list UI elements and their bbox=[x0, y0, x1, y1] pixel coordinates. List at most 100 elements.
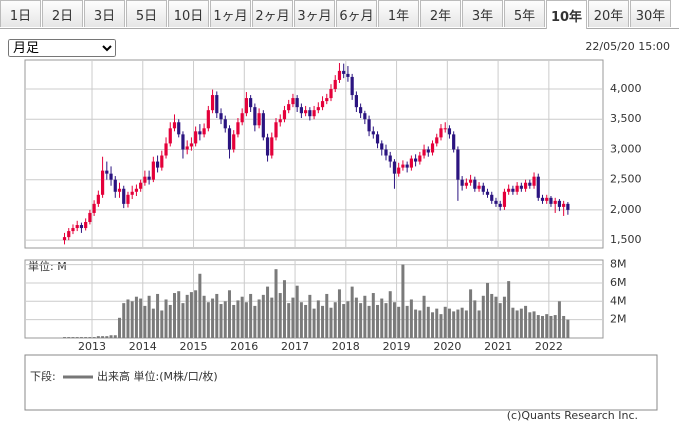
candle-body bbox=[426, 149, 430, 153]
volume-bar bbox=[363, 295, 367, 338]
period-tab[interactable]: 20年 bbox=[588, 0, 629, 27]
period-tab[interactable]: 1日 bbox=[0, 0, 41, 27]
volume-bar bbox=[316, 300, 320, 338]
period-tab[interactable]: 3年 bbox=[462, 0, 503, 27]
candle-body bbox=[498, 203, 502, 207]
y-tick-label: 6M bbox=[610, 276, 627, 289]
volume-bar bbox=[515, 310, 519, 338]
volume-bar bbox=[308, 294, 312, 338]
candle-body bbox=[308, 110, 312, 117]
candle-body bbox=[460, 179, 464, 186]
volume-bar bbox=[299, 302, 303, 338]
candle-body bbox=[562, 203, 566, 207]
candle-body bbox=[304, 110, 308, 114]
candle-body bbox=[384, 149, 388, 156]
period-tab[interactable]: 2日 bbox=[42, 0, 83, 27]
price-panel bbox=[24, 59, 604, 249]
volume-bar bbox=[172, 293, 176, 338]
period-tab[interactable]: 3ヶ月 bbox=[294, 0, 335, 27]
candle-body bbox=[202, 128, 206, 135]
period-tab[interactable]: 10日 bbox=[168, 0, 209, 27]
volume-bar bbox=[79, 337, 83, 338]
candle-body bbox=[134, 188, 139, 192]
x-tick-label: 2019 bbox=[383, 340, 411, 353]
volume-bar bbox=[321, 305, 325, 338]
x-tick-label: 2016 bbox=[230, 340, 258, 353]
volume-bar bbox=[553, 315, 557, 338]
candle-body bbox=[549, 197, 553, 204]
y-tick-label: 3,000 bbox=[610, 142, 642, 155]
volume-bar bbox=[418, 310, 422, 338]
candle-body bbox=[515, 185, 519, 192]
candle-body bbox=[265, 137, 270, 156]
x-tick-label: 2017 bbox=[281, 340, 309, 353]
period-tab[interactable]: 5日 bbox=[126, 0, 167, 27]
candle-body bbox=[375, 134, 380, 144]
candle-body bbox=[210, 95, 215, 111]
volume-bar bbox=[333, 302, 337, 338]
volume-bar bbox=[486, 282, 490, 338]
volume-bar bbox=[291, 297, 295, 338]
candle-body bbox=[143, 176, 147, 183]
period-tab[interactable]: 5年 bbox=[504, 0, 545, 27]
period-tab[interactable]: 6ヶ月 bbox=[336, 0, 377, 27]
volume-bar bbox=[270, 297, 274, 338]
x-tick-label: 2021 bbox=[484, 340, 512, 353]
volume-bar bbox=[181, 303, 185, 338]
volume-bar bbox=[147, 295, 151, 338]
volume-bar bbox=[130, 301, 134, 338]
volume-bar bbox=[164, 299, 168, 338]
candle-body bbox=[232, 134, 236, 150]
volume-bar bbox=[219, 304, 223, 338]
copyright: (c)Quants Research Inc. bbox=[507, 409, 638, 422]
period-select[interactable]: 月足 bbox=[8, 39, 116, 57]
volume-bar bbox=[452, 311, 456, 338]
period-tab[interactable]: 1年 bbox=[378, 0, 419, 27]
legend-prefix: 下段: bbox=[30, 369, 56, 383]
volume-bar bbox=[359, 303, 363, 338]
period-tab[interactable]: 10年 bbox=[546, 0, 587, 29]
candle-body bbox=[566, 203, 570, 210]
period-tab[interactable]: 2ヶ月 bbox=[252, 0, 293, 27]
volume-bar bbox=[189, 292, 193, 338]
candle-body bbox=[172, 122, 177, 129]
volume-bar bbox=[541, 315, 545, 338]
candle-body bbox=[473, 179, 477, 189]
volume-bar bbox=[431, 312, 435, 338]
volume-bar bbox=[367, 305, 371, 338]
candle-body bbox=[96, 194, 100, 204]
candle-body bbox=[439, 128, 443, 138]
candle-body bbox=[100, 170, 105, 195]
volume-bar bbox=[67, 337, 71, 338]
volume-bar bbox=[287, 303, 291, 338]
period-tab[interactable]: 3日 bbox=[84, 0, 125, 27]
period-tab[interactable]: 1ヶ月 bbox=[210, 0, 251, 27]
candle-body bbox=[511, 188, 515, 192]
candle-body bbox=[219, 113, 223, 120]
candle-body bbox=[236, 122, 240, 135]
candle-body bbox=[67, 231, 71, 238]
candle-body bbox=[189, 143, 194, 147]
x-tick-label: 2014 bbox=[129, 340, 157, 353]
legend-label: 出来高 単位:(M株/口/枚) bbox=[97, 369, 218, 383]
candle-body bbox=[223, 119, 227, 129]
volume-bar bbox=[295, 285, 299, 338]
candle-body bbox=[274, 122, 278, 138]
volume-bar bbox=[464, 310, 468, 338]
volume-bar bbox=[227, 290, 231, 338]
volume-bar bbox=[549, 315, 553, 338]
volume-bar bbox=[346, 301, 350, 338]
candle-body bbox=[109, 173, 113, 180]
volume-bar bbox=[156, 293, 160, 338]
candle-body bbox=[240, 113, 244, 123]
candle-body bbox=[363, 113, 367, 120]
volume-bar bbox=[469, 289, 473, 338]
candle-body bbox=[342, 70, 346, 74]
candle-body bbox=[371, 131, 375, 135]
volume-bar bbox=[151, 308, 155, 338]
volume-bar bbox=[160, 310, 164, 338]
period-tab[interactable]: 30年 bbox=[630, 0, 671, 27]
y-tick-label: 8M bbox=[610, 258, 627, 271]
period-tab[interactable]: 2年 bbox=[420, 0, 461, 27]
